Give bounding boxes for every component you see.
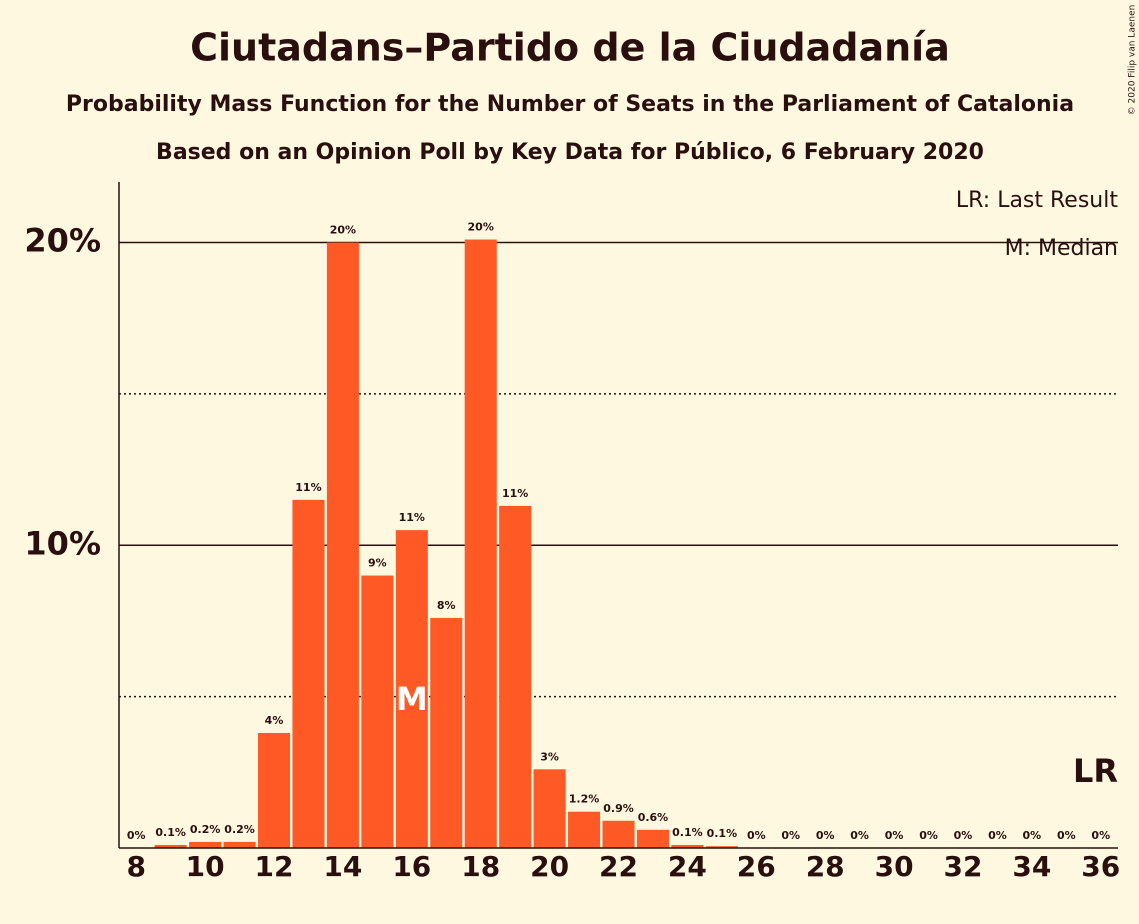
x-tick-label: 14 bbox=[323, 850, 362, 883]
value-label: 0.1% bbox=[672, 826, 703, 839]
bar bbox=[499, 505, 532, 848]
value-label: 0% bbox=[919, 829, 938, 842]
value-label: 9% bbox=[368, 557, 387, 570]
x-tick-label: 8 bbox=[126, 850, 145, 883]
value-label: 4% bbox=[265, 714, 284, 727]
value-label: 0% bbox=[1091, 829, 1110, 842]
value-label: 0% bbox=[747, 829, 766, 842]
chart-subtitle: Based on an Opinion Poll by Key Data for… bbox=[156, 140, 984, 165]
bar bbox=[189, 841, 222, 848]
value-label: 0% bbox=[781, 829, 800, 842]
bar bbox=[257, 732, 291, 848]
value-label: 0% bbox=[954, 829, 973, 842]
x-tick-label: 12 bbox=[255, 850, 294, 883]
median-marker: M bbox=[396, 680, 428, 718]
x-tick-label: 32 bbox=[943, 850, 982, 883]
bar bbox=[430, 617, 463, 848]
y-tick-label: 20% bbox=[24, 222, 101, 260]
x-tick-label: 22 bbox=[599, 850, 638, 883]
value-label: 0.1% bbox=[707, 827, 738, 840]
value-label: 0% bbox=[850, 829, 869, 842]
value-label: 8% bbox=[437, 599, 456, 612]
value-label: 11% bbox=[295, 481, 321, 494]
value-label: 20% bbox=[468, 221, 494, 234]
value-label: 0% bbox=[1057, 829, 1076, 842]
bar bbox=[602, 820, 635, 848]
x-tick-label: 34 bbox=[1012, 850, 1051, 883]
bar bbox=[671, 844, 704, 848]
bar bbox=[533, 769, 566, 848]
bar bbox=[361, 575, 394, 848]
value-label: 0% bbox=[988, 829, 1007, 842]
chart-subtitle: Probability Mass Function for the Number… bbox=[66, 92, 1074, 117]
value-label: 0% bbox=[816, 829, 835, 842]
bar bbox=[568, 811, 601, 848]
x-tick-label: 26 bbox=[737, 850, 776, 883]
value-label: 0.9% bbox=[603, 802, 634, 815]
x-tick-label: 16 bbox=[392, 850, 431, 883]
legend-entry: M: Median bbox=[1005, 236, 1118, 261]
bar bbox=[292, 499, 325, 848]
bar bbox=[326, 242, 359, 848]
value-label: 0.2% bbox=[224, 823, 255, 836]
legend-entry: LR: Last Result bbox=[956, 188, 1118, 213]
value-label: 0.2% bbox=[190, 823, 221, 836]
bar bbox=[223, 841, 256, 848]
x-tick-label: 36 bbox=[1081, 850, 1120, 883]
last-result-marker: LR bbox=[1073, 752, 1118, 790]
bar bbox=[705, 846, 738, 848]
value-label: 1.2% bbox=[569, 793, 600, 806]
bar bbox=[636, 829, 669, 848]
chart-title: Ciutadans–Partido de la Ciudadanía bbox=[190, 26, 950, 70]
x-tick-label: 18 bbox=[461, 850, 500, 883]
x-tick-label: 20 bbox=[530, 850, 569, 883]
value-label: 0.1% bbox=[155, 826, 186, 839]
value-label: 0% bbox=[1023, 829, 1042, 842]
x-tick-label: 24 bbox=[668, 850, 707, 883]
value-label: 11% bbox=[502, 487, 528, 500]
x-tick-label: 28 bbox=[806, 850, 845, 883]
bar bbox=[154, 844, 187, 848]
value-label: 3% bbox=[540, 750, 559, 763]
x-tick-label: 10 bbox=[186, 850, 225, 883]
value-label: 0.6% bbox=[638, 811, 669, 824]
bar bbox=[464, 239, 497, 848]
x-tick-label: 30 bbox=[875, 850, 914, 883]
value-label: 0% bbox=[885, 829, 904, 842]
value-label: 11% bbox=[399, 511, 425, 524]
y-tick-label: 10% bbox=[24, 524, 101, 562]
copyright: © 2020 Filip van Laenen bbox=[1128, 5, 1138, 116]
bar bbox=[395, 530, 428, 848]
value-label: 0% bbox=[127, 829, 146, 842]
value-label: 20% bbox=[330, 224, 356, 237]
